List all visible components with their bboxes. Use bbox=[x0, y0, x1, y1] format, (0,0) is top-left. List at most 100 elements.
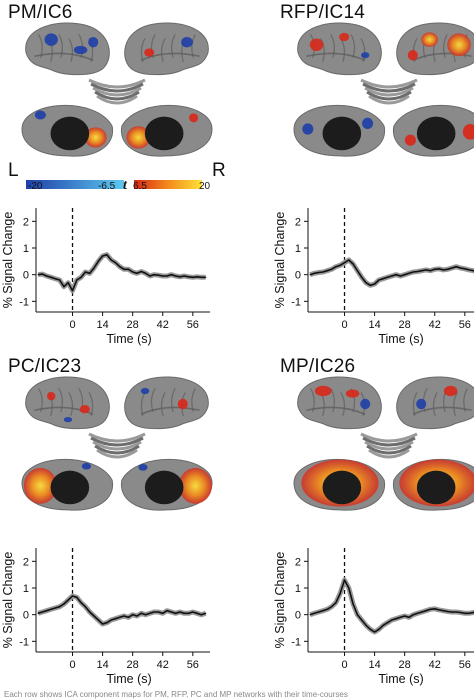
data-point bbox=[41, 273, 44, 275]
data-point bbox=[442, 610, 444, 612]
data-point bbox=[326, 608, 328, 610]
x-tick-label: 28 bbox=[399, 319, 411, 331]
brain-set-pm bbox=[21, 22, 213, 157]
panel-title-mp: MP/IC26 bbox=[280, 356, 356, 377]
data-point bbox=[187, 276, 190, 278]
data-point bbox=[378, 628, 380, 630]
x-tick-label: 14 bbox=[368, 659, 380, 671]
data-point bbox=[331, 268, 333, 270]
data-point bbox=[343, 262, 346, 264]
data-point bbox=[309, 274, 311, 276]
data-point bbox=[46, 610, 48, 612]
data-point bbox=[76, 596, 78, 598]
data-point bbox=[119, 616, 121, 618]
y-tick-label: -1 bbox=[19, 296, 29, 308]
data-point bbox=[89, 611, 91, 613]
data-point bbox=[416, 612, 419, 614]
data-point bbox=[67, 599, 69, 601]
y-tick-label: 0 bbox=[295, 270, 301, 282]
data-point bbox=[170, 274, 172, 276]
data-point bbox=[438, 609, 440, 611]
data-point bbox=[54, 607, 56, 609]
series-error-band bbox=[309, 577, 474, 635]
data-point bbox=[318, 271, 320, 274]
data-point bbox=[326, 270, 328, 272]
data-point bbox=[348, 587, 350, 589]
data-point bbox=[37, 274, 39, 276]
data-point bbox=[438, 268, 440, 270]
y-tick-label: 2 bbox=[23, 216, 29, 228]
data-point bbox=[361, 619, 363, 621]
data-point bbox=[386, 276, 389, 278]
chart-pc: -1 0 1 2 0 14 28 42 56 Time (s) % Signal Change bbox=[1, 548, 210, 686]
y-tick-label: 0 bbox=[295, 610, 301, 622]
data-point bbox=[412, 271, 414, 273]
data-point bbox=[76, 279, 78, 281]
data-point bbox=[468, 269, 470, 271]
x-tick-label: 14 bbox=[96, 659, 108, 671]
data-point bbox=[97, 619, 99, 621]
data-point bbox=[200, 276, 203, 278]
data-point bbox=[93, 615, 95, 617]
y-tick-label: 0 bbox=[23, 270, 29, 282]
data-point bbox=[352, 263, 354, 265]
x-tick-label: 0 bbox=[69, 319, 75, 331]
data-point bbox=[421, 270, 423, 272]
y-tick-label: 2 bbox=[295, 216, 301, 228]
data-point bbox=[166, 610, 168, 612]
series-line bbox=[37, 595, 206, 625]
data-point bbox=[313, 612, 316, 614]
data-point bbox=[322, 610, 324, 612]
data-point bbox=[59, 606, 61, 608]
data-point bbox=[153, 274, 155, 276]
data-point bbox=[365, 282, 367, 284]
data-point bbox=[447, 610, 449, 613]
data-point bbox=[127, 268, 129, 270]
data-point bbox=[459, 611, 462, 614]
data-point bbox=[361, 276, 363, 278]
data-point bbox=[136, 272, 138, 274]
series-line bbox=[37, 253, 206, 292]
data-point bbox=[101, 623, 104, 625]
data-point bbox=[451, 267, 453, 269]
data-point bbox=[408, 616, 410, 618]
data-point bbox=[313, 272, 316, 274]
chart-pm: -1 0 1 2 0 14 28 42 56 Time (s) % Signal Change bbox=[1, 208, 210, 346]
data-point bbox=[183, 612, 185, 614]
data-point bbox=[459, 267, 462, 269]
y-tick-label: 0 bbox=[23, 610, 29, 622]
colorbar-t-symbol: t bbox=[123, 178, 127, 193]
data-point bbox=[369, 628, 371, 630]
series-line bbox=[309, 259, 474, 287]
y-axis-label: % Signal Change bbox=[273, 212, 287, 309]
x-axis-label: Time (s) bbox=[106, 672, 151, 686]
data-point bbox=[80, 602, 82, 604]
data-point bbox=[153, 611, 155, 613]
data-point bbox=[84, 271, 87, 273]
data-point bbox=[170, 611, 172, 613]
data-point bbox=[399, 616, 401, 618]
series-line bbox=[309, 579, 474, 633]
data-point bbox=[80, 276, 82, 278]
x-tick-label: 56 bbox=[459, 659, 471, 671]
colorbar-negative bbox=[26, 180, 124, 189]
data-point bbox=[356, 614, 359, 616]
series-error-band bbox=[37, 593, 207, 627]
data-point bbox=[373, 283, 376, 285]
data-point bbox=[391, 619, 393, 621]
data-point bbox=[395, 618, 397, 620]
data-point bbox=[132, 614, 134, 616]
data-point bbox=[110, 619, 112, 621]
data-point bbox=[434, 608, 436, 610]
data-point bbox=[434, 268, 436, 270]
data-point bbox=[140, 612, 142, 614]
data-point bbox=[455, 611, 457, 613]
x-tick-label: 28 bbox=[127, 319, 139, 331]
data-point bbox=[187, 612, 190, 614]
colorbar-neg-max: -6.5 bbox=[98, 181, 116, 192]
data-point bbox=[378, 279, 380, 281]
data-point bbox=[425, 610, 427, 612]
data-point bbox=[179, 611, 181, 613]
data-point bbox=[149, 275, 151, 277]
data-point bbox=[408, 272, 410, 274]
